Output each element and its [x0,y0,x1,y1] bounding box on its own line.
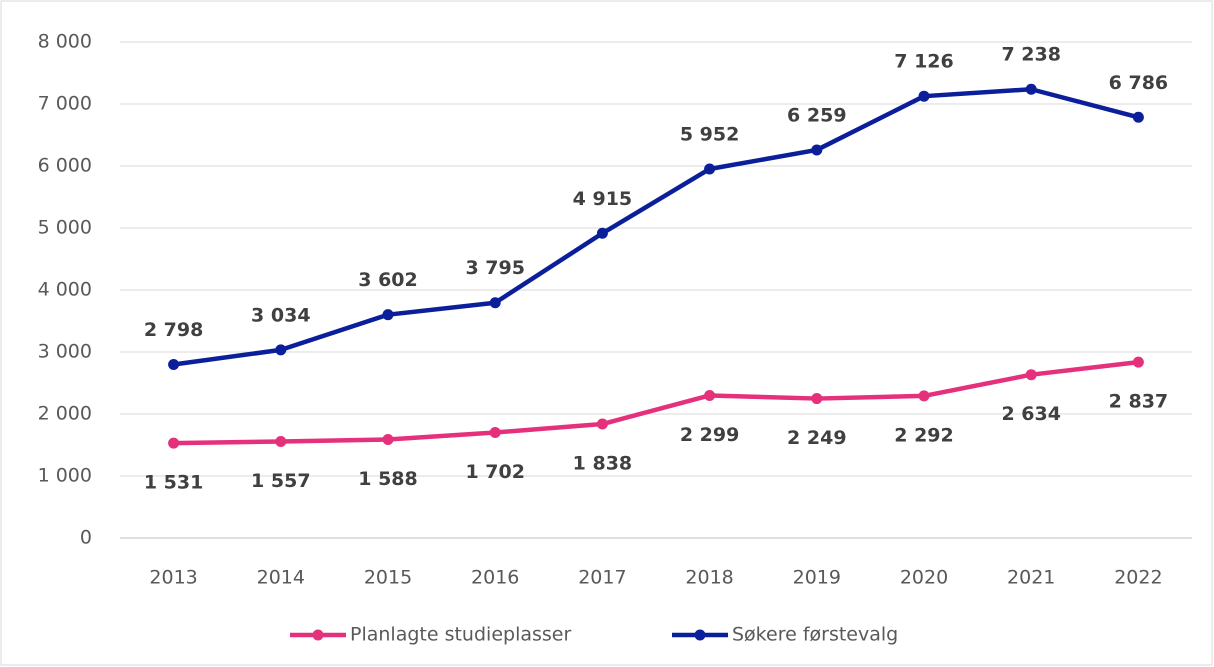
y-tick-label: 8 000 [38,31,92,53]
data-label: 1 838 [573,453,633,475]
x-tick-label: 2019 [793,567,841,589]
data-point [1132,356,1144,368]
data-label: 7 238 [1001,44,1061,66]
data-point [489,426,501,438]
data-label: 2 292 [894,424,954,446]
x-tick-label: 2017 [578,567,626,589]
data-label: 1 531 [144,472,204,494]
series-line [173,359,1139,446]
data-label: 1 557 [251,470,311,492]
data-point [382,309,394,321]
y-tick-label: 3 000 [38,341,92,363]
data-point [811,144,823,156]
data-point [1132,111,1144,123]
y-tick-label: 1 000 [38,465,92,487]
data-label: 1 702 [465,461,525,483]
data-point [596,418,608,430]
y-tick-label: 6 000 [38,155,92,177]
legend-label: Søkere førstevalg [732,624,898,646]
x-tick-label: 2015 [364,567,412,589]
data-label: 2 249 [787,427,847,449]
data-label: 3 795 [465,257,525,279]
series-line [173,86,1139,367]
data-point [382,434,394,446]
data-point [918,390,930,402]
data-label: 2 837 [1109,391,1169,413]
data-label: 5 952 [680,123,740,145]
data-label: 2 299 [680,424,740,446]
data-point [275,435,287,447]
data-point [1025,369,1037,381]
x-tick-label: 2016 [471,567,519,589]
x-tick-label: 2021 [1007,567,1055,589]
y-tick-label: 4 000 [38,279,92,301]
data-point [275,344,287,356]
data-point [489,297,501,309]
data-label: 7 126 [894,51,954,73]
x-tick-label: 2018 [685,567,733,589]
y-tick-label: 2 000 [38,403,92,425]
y-tick-label: 0 [80,527,92,549]
data-point [704,389,716,401]
data-label: 2 798 [144,319,204,341]
x-tick-label: 2014 [257,567,305,589]
data-point [596,227,608,239]
data-point [704,163,716,175]
data-label: 3 034 [251,304,311,326]
legend-marker [312,629,324,641]
y-tick-label: 7 000 [38,93,92,115]
y-tick-label: 5 000 [38,217,92,239]
x-tick-label: 2022 [1114,567,1162,589]
legend-label: Planlagte studieplasser [350,624,571,646]
data-label: 3 602 [358,269,418,291]
data-label: 6 786 [1109,72,1169,94]
legend-marker [694,629,706,641]
data-point [168,359,180,371]
data-point [918,90,930,102]
x-tick-label: 2020 [900,567,948,589]
data-point [168,437,180,449]
data-point [811,393,823,405]
data-label: 6 259 [787,104,847,126]
data-point [1025,83,1037,95]
data-label: 2 634 [1001,403,1061,425]
data-label: 1 588 [358,468,418,490]
x-tick-label: 2013 [149,567,197,589]
data-label: 4 915 [573,188,633,210]
